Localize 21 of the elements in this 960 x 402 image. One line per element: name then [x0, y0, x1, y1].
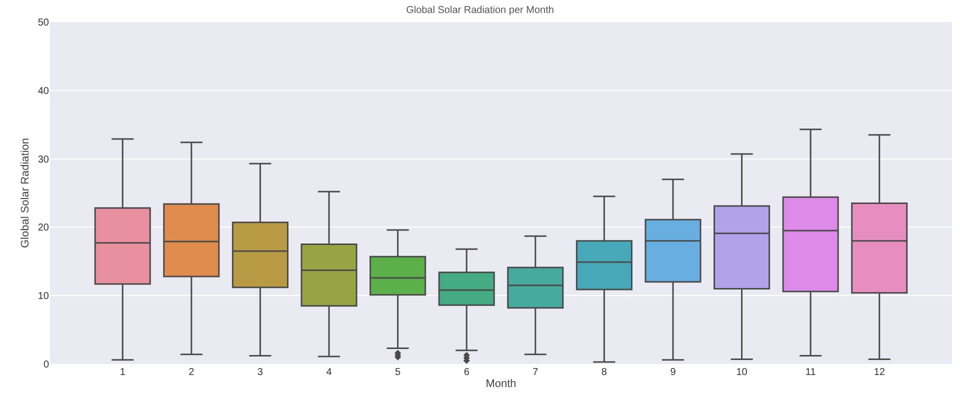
x-tick-label: 4	[326, 367, 332, 378]
y-tick-label: 30	[38, 154, 50, 166]
y-tick-label: 40	[38, 86, 50, 97]
x-tick-label: 7	[532, 367, 539, 378]
x-tick-label: 10	[736, 367, 748, 378]
x-tick-label: 5	[395, 367, 402, 378]
x-axis-title: Month	[486, 378, 516, 390]
x-tick-label: 6	[464, 367, 470, 378]
x-tick-label: 1	[120, 367, 126, 378]
x-tick-label: 9	[670, 367, 676, 378]
x-tick-label: 2	[188, 367, 195, 378]
y-tick-label: 50	[38, 18, 50, 28]
chart-title: Global Solar Radiation per Month	[406, 5, 554, 16]
y-tick-label: 10	[38, 291, 50, 302]
y-tick-label: 0	[43, 360, 50, 370]
x-tick-label: 3	[257, 367, 264, 378]
x-tick-label: 11	[805, 367, 816, 378]
y-axis-title: Global Solar Radiation	[20, 138, 32, 248]
x-tick-label: 8	[601, 367, 608, 378]
x-tick-label: 12	[874, 367, 886, 378]
y-tick-label: 20	[38, 222, 50, 234]
